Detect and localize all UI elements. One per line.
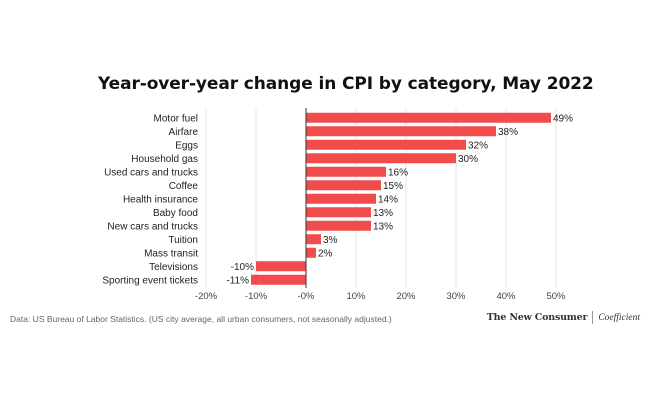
value-label: 14%	[378, 194, 398, 205]
value-label: 49%	[553, 113, 573, 124]
bar	[306, 166, 386, 177]
value-label: -10%	[231, 262, 254, 273]
brand-divider	[592, 311, 594, 324]
brand-logos: The New Consumer Coefficient	[487, 311, 640, 324]
category-label: Household gas	[131, 154, 198, 165]
value-label: 3%	[323, 235, 338, 246]
bar	[306, 180, 381, 191]
category-label: New cars and trucks	[107, 221, 198, 232]
brand-secondary-logo: Coefficient	[598, 312, 640, 323]
brand-primary-logo: The New Consumer	[486, 312, 588, 323]
bar	[256, 261, 306, 272]
bar	[306, 247, 316, 258]
x-tick-label: -0%	[298, 291, 315, 302]
category-label: Airfare	[169, 127, 199, 138]
bar	[306, 126, 496, 137]
value-label: 13%	[373, 208, 393, 219]
category-label: Used cars and trucks	[104, 167, 198, 178]
x-tick-label: 40%	[496, 291, 516, 302]
bar	[306, 193, 376, 204]
x-tick-label: -10%	[245, 291, 268, 302]
value-label: 2%	[318, 248, 333, 259]
category-label: Coffee	[169, 181, 199, 192]
category-label: Televisions	[149, 262, 198, 273]
bar	[306, 139, 466, 150]
bar	[306, 112, 551, 123]
bars	[251, 112, 551, 285]
x-tick-label: 30%	[446, 291, 466, 302]
source-note: Data: US Bureau of Labor Statistics. (US…	[10, 314, 392, 324]
bar	[306, 220, 371, 231]
category-label: Baby food	[153, 208, 198, 219]
bar	[306, 207, 371, 218]
bar	[306, 234, 321, 245]
category-label: Sporting event tickets	[102, 275, 198, 286]
value-label: 13%	[373, 221, 393, 232]
category-label: Tuition	[168, 235, 198, 246]
bar	[306, 153, 456, 164]
category-label: Motor fuel	[154, 113, 198, 124]
value-label: 32%	[468, 140, 488, 151]
x-tick-label: 50%	[546, 291, 566, 302]
category-label: Mass transit	[144, 248, 198, 259]
chart-title: Year-over-year change in CPI by category…	[98, 74, 594, 94]
value-label: -11%	[226, 275, 249, 286]
x-tick-label: 10%	[346, 291, 366, 302]
category-label: Health insurance	[123, 194, 198, 205]
x-tick-label: -20%	[195, 291, 218, 302]
value-label: 30%	[458, 154, 478, 165]
x-axis-ticks: -20% -10% -0% 10% 20% 30% 40% 50%	[195, 291, 566, 302]
category-label: Eggs	[175, 140, 198, 151]
labels: Motor fuel 49% Airfare 38% Eggs 32% Household …	[102, 113, 573, 286]
value-label: 16%	[388, 167, 408, 178]
value-label: 38%	[498, 127, 518, 138]
x-tick-label: 20%	[396, 291, 416, 302]
bar	[251, 274, 306, 285]
value-label: 15%	[383, 181, 403, 192]
